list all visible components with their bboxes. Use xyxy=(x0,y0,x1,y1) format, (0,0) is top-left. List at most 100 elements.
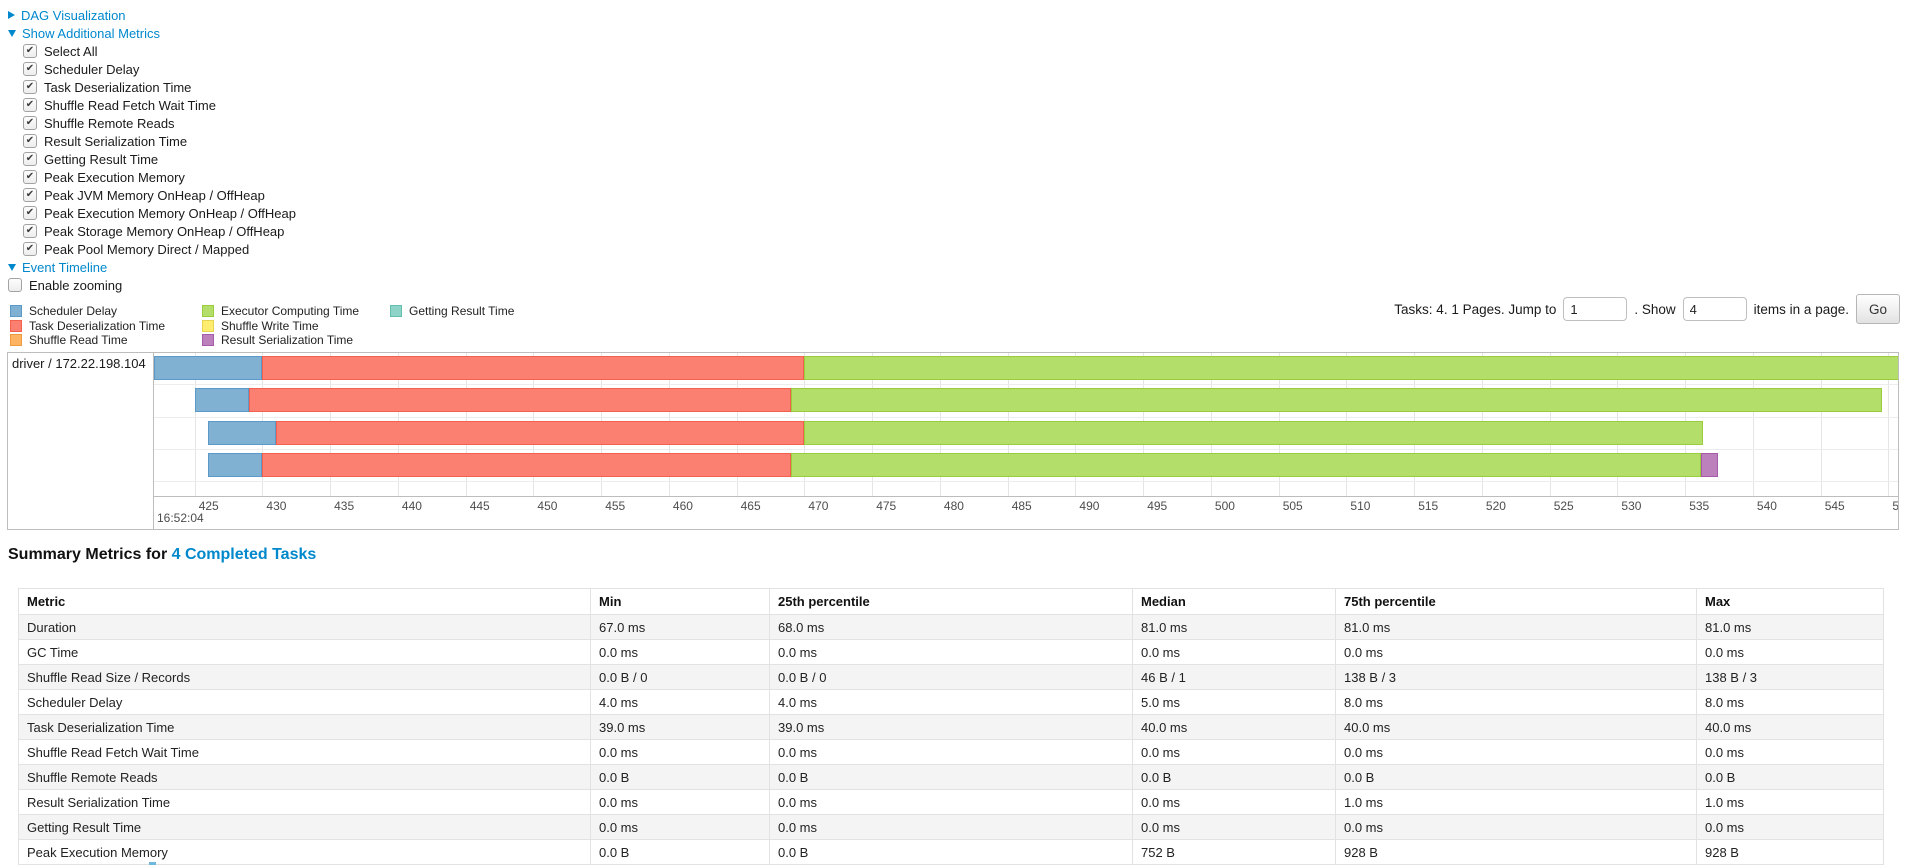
metric-value-cell: 39.0 ms xyxy=(769,714,1133,740)
axis-tick-label: 460 xyxy=(672,499,693,513)
metric-name-cell: Task Deserialization Time xyxy=(18,714,591,740)
metric-checkbox[interactable]: ✔ xyxy=(23,152,37,166)
axis-tick-label: 455 xyxy=(605,499,626,513)
metric-value-cell: 40.0 ms xyxy=(1132,714,1336,740)
timeline-task-segment-result-serialization xyxy=(1701,453,1718,477)
timeline-task-segment-task-deserialization xyxy=(262,356,805,380)
table-row: Peak Execution Memory 0.0 B 0.0 B 752 B 928 … xyxy=(18,839,1884,865)
show-additional-metrics-link[interactable]: Show Additional Metrics xyxy=(22,25,161,41)
metric-value-cell: 81.0 ms xyxy=(1696,614,1884,640)
column-header: 25th percentile xyxy=(769,588,1133,615)
metric-checkbox-row: ✔ Getting Result Time xyxy=(23,150,296,168)
legend-item: Scheduler Delay xyxy=(10,304,202,319)
tasks-pages-label: Tasks: 4. 1 Pages. Jump to xyxy=(1394,301,1557,317)
metric-checkbox-label: Getting Result Time xyxy=(44,151,159,167)
legend-item: Result Serialization Time xyxy=(202,333,390,348)
summary-metrics-table: Metric Min 25th percentile Median 75th perce… xyxy=(18,588,1884,865)
enable-zooming-checkbox[interactable] xyxy=(8,278,22,292)
metric-name-cell: Shuffle Read Fetch Wait Time xyxy=(18,739,591,765)
legend-item: Shuffle Read Time xyxy=(10,333,202,348)
metric-checkbox-label: Shuffle Read Fetch Wait Time xyxy=(44,97,216,113)
column-header: Max xyxy=(1696,588,1884,615)
metric-value-cell: 0.0 ms xyxy=(769,639,1133,665)
table-row: Shuffle Read Size / Records 0.0 B / 0 0.0 … xyxy=(18,664,1884,690)
shuffle-read-swatch-icon xyxy=(10,334,22,347)
table-row: Shuffle Read Fetch Wait Time 0.0 ms 0.0 ms… xyxy=(18,739,1884,765)
metric-checkbox-row: ✔ Peak Pool Memory Direct / Mapped xyxy=(23,240,296,258)
axis-tick-label: 530 xyxy=(1621,499,1642,513)
metric-name-cell: Shuffle Remote Reads xyxy=(18,764,591,790)
show-additional-metrics-toggle[interactable]: Show Additional Metrics xyxy=(8,24,296,42)
axis-tick-label: 545 xyxy=(1824,499,1845,513)
column-header: Median xyxy=(1132,588,1336,615)
timeline-task-segment-task-deserialization xyxy=(262,453,791,477)
timeline-group-column: driver / 172.22.198.104 xyxy=(8,353,154,529)
metric-checkbox[interactable]: ✔ xyxy=(23,206,37,220)
dag-visualization-toggle[interactable]: DAG Visualization xyxy=(8,6,296,24)
timeline-task-segment-task-deserialization xyxy=(275,421,805,445)
metric-name-cell: Duration xyxy=(18,614,591,640)
axis-tick-label: 485 xyxy=(1011,499,1032,513)
metric-value-cell: 0.0 ms xyxy=(1696,814,1884,840)
axis-tick-label: 430 xyxy=(266,499,287,513)
metric-value-cell: 68.0 ms xyxy=(769,614,1133,640)
metric-value-cell: 0.0 ms xyxy=(1335,739,1697,765)
metric-checkbox[interactable]: ✔ xyxy=(23,170,37,184)
metric-checkbox-row: ✔ Peak JVM Memory OnHeap / OffHeap xyxy=(23,186,296,204)
expanded-arrow-icon xyxy=(8,29,16,37)
event-timeline-link[interactable]: Event Timeline xyxy=(22,259,108,275)
metric-value-cell: 1.0 ms xyxy=(1335,789,1697,815)
axis-tick-label: 445 xyxy=(469,499,490,513)
legend-label: Scheduler Delay xyxy=(29,304,118,319)
stage-controls: DAG Visualization Show Additional Metric… xyxy=(8,6,296,294)
metric-value-cell: 0.0 B xyxy=(1335,764,1697,790)
legend-label: Result Serialization Time xyxy=(221,333,354,348)
completed-tasks-link[interactable]: 4 Completed Tasks xyxy=(171,546,317,563)
partial-element-bottom xyxy=(149,862,156,865)
page-size-input[interactable] xyxy=(1682,297,1747,321)
metric-checkbox-label: Peak Pool Memory Direct / Mapped xyxy=(44,241,250,257)
dag-visualization-link[interactable]: DAG Visualization xyxy=(21,7,126,23)
axis-line xyxy=(8,496,1898,497)
metric-value-cell: 0.0 ms xyxy=(1696,739,1884,765)
row-separator-line xyxy=(154,417,1898,418)
metric-checkbox[interactable]: ✔ xyxy=(23,44,37,58)
metric-checkbox-label: Select All xyxy=(44,43,98,59)
event-timeline-chart: driver / 172.22.198.104 425 430 435 440 445 4… xyxy=(7,352,1899,530)
metric-value-cell: 0.0 ms xyxy=(1132,789,1336,815)
metric-value-cell: 0.0 B xyxy=(769,764,1133,790)
metric-checkbox[interactable]: ✔ xyxy=(23,62,37,76)
timeline-task-segment-scheduler-delay xyxy=(208,421,276,445)
column-header: 75th percentile xyxy=(1335,588,1697,615)
metric-value-cell: 40.0 ms xyxy=(1335,714,1697,740)
jump-to-page-input[interactable] xyxy=(1563,297,1628,321)
metric-value-cell: 0.0 ms xyxy=(1132,814,1336,840)
axis-tick-label: 515 xyxy=(1418,499,1439,513)
metric-checkbox-row: ✔ Peak Execution Memory xyxy=(23,168,296,186)
row-separator-line xyxy=(154,481,1898,482)
event-timeline-toggle[interactable]: Event Timeline xyxy=(8,258,296,276)
metric-checkbox[interactable]: ✔ xyxy=(23,116,37,130)
go-button[interactable]: Go xyxy=(1855,294,1900,324)
expanded-arrow-icon xyxy=(8,263,16,271)
additional-metrics-list: ✔ Select All ✔ Scheduler Delay ✔ Task Deseria… xyxy=(8,42,296,258)
metric-checkbox[interactable]: ✔ xyxy=(23,134,37,148)
axis-tick-label: 435 xyxy=(334,499,355,513)
metric-value-cell: 0.0 B xyxy=(769,839,1133,865)
metric-checkbox[interactable]: ✔ xyxy=(23,188,37,202)
metric-checkbox-row: ✔ Peak Execution Memory OnHeap / OffHeap xyxy=(23,204,296,222)
metric-checkbox[interactable]: ✔ xyxy=(23,80,37,94)
pagination-bar: Tasks: 4. 1 Pages. Jump to . Show items … xyxy=(1394,294,1900,324)
metric-checkbox[interactable]: ✔ xyxy=(23,224,37,238)
metric-name-cell: Peak Execution Memory xyxy=(18,839,591,865)
result-serialization-swatch-icon xyxy=(202,334,214,347)
metric-value-cell: 138 B / 3 xyxy=(1696,664,1884,690)
metric-value-cell: 0.0 B xyxy=(1696,764,1884,790)
metric-value-cell: 0.0 ms xyxy=(1696,639,1884,665)
metric-checkbox[interactable]: ✔ xyxy=(23,242,37,256)
metric-checkbox[interactable]: ✔ xyxy=(23,98,37,112)
axis-tick-label: 470 xyxy=(808,499,829,513)
axis-gridline xyxy=(1820,353,1822,496)
metric-name-cell: Shuffle Read Size / Records xyxy=(18,664,591,690)
